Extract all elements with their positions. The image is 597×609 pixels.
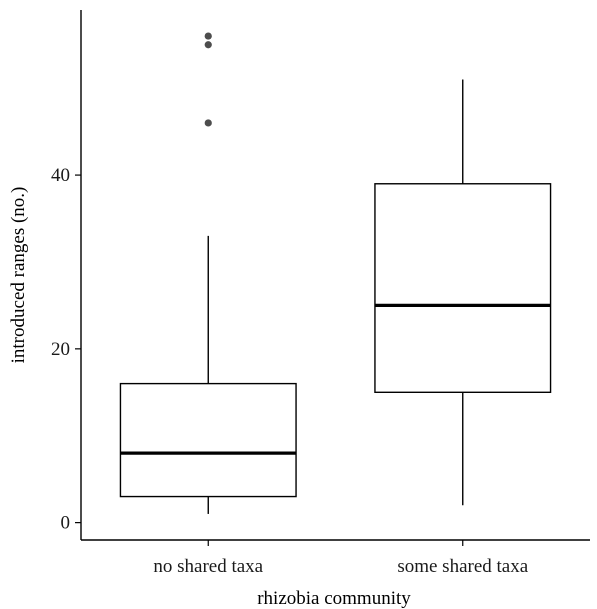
outlier-point <box>204 41 212 49</box>
y-tick-label: 40 <box>51 165 70 186</box>
iqr-box <box>374 183 552 393</box>
box-group-some-shared-taxa <box>374 79 552 506</box>
outlier-point <box>204 32 212 40</box>
y-tick-label: 0 <box>61 513 71 534</box>
y-axis-title: introduced ranges (no.) <box>8 187 29 364</box>
y-tick-label: 20 <box>51 339 70 360</box>
x-tick-label: no shared taxa <box>153 556 263 577</box>
y-axis-ticks: 0 20 40 <box>51 165 81 534</box>
x-axis-title: rhizobia community <box>257 588 411 609</box>
x-tick-label: some shared taxa <box>397 556 528 577</box>
outlier-point <box>204 119 212 127</box>
x-axis-ticks: no shared taxa some shared taxa <box>153 540 529 577</box>
iqr-box <box>119 382 297 498</box>
box-group-no-shared-taxa <box>119 32 297 514</box>
plot-area <box>119 32 552 514</box>
